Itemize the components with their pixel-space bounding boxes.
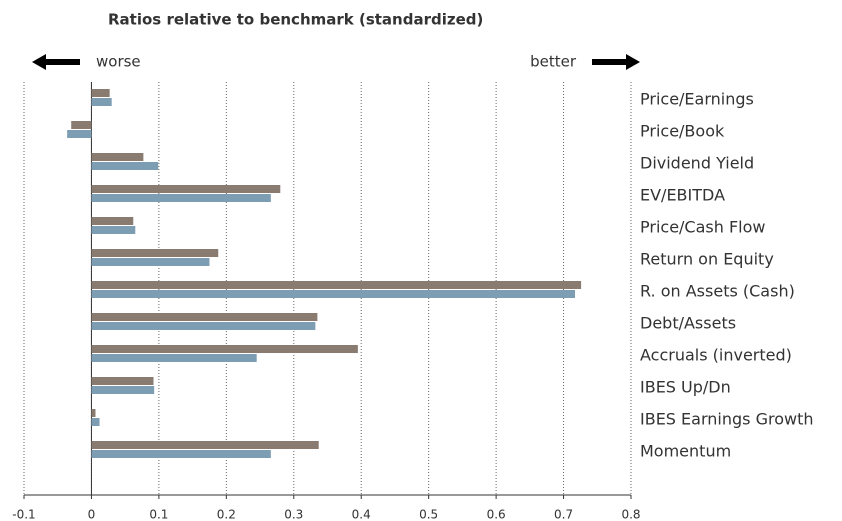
bar <box>91 409 96 417</box>
category-label: Debt/Assets <box>640 314 736 333</box>
bar <box>91 322 316 330</box>
bar <box>91 281 582 289</box>
bar <box>91 194 271 202</box>
x-tick-label: 0.4 <box>352 508 371 521</box>
bar <box>67 130 92 138</box>
arrow-left <box>32 54 80 70</box>
bar <box>71 121 92 129</box>
x-tick-label: 0.6 <box>487 508 506 521</box>
category-label: Price/Cash Flow <box>640 218 765 237</box>
category-label: Price/Book <box>640 122 725 141</box>
bar <box>91 217 134 225</box>
bar <box>91 98 112 106</box>
category-label: EV/EBITDA <box>640 186 725 205</box>
category-label: Return on Equity <box>640 250 774 269</box>
category-label: IBES Up/Dn <box>640 378 731 397</box>
bar <box>91 441 319 449</box>
annotation-better: better <box>530 53 577 71</box>
bar <box>91 89 110 97</box>
x-tick-label: 0.5 <box>419 508 438 521</box>
x-tick-label: 0.1 <box>149 508 168 521</box>
x-tick-label: 0.2 <box>217 508 236 521</box>
bar <box>91 290 576 298</box>
bar <box>91 162 159 170</box>
arrow-right <box>592 54 640 70</box>
x-tick-label: 0.7 <box>554 508 573 521</box>
bar <box>91 258 210 266</box>
category-label: Momentum <box>640 442 731 461</box>
x-tick-label: 0.8 <box>621 508 640 521</box>
chart-title: Ratios relative to benchmark (standardiz… <box>108 11 483 29</box>
category-label: Price/Earnings <box>640 90 754 109</box>
bar <box>91 153 144 161</box>
bar <box>91 386 155 394</box>
bar <box>91 354 257 362</box>
x-tick-label: 0 <box>88 508 96 521</box>
bar <box>91 226 136 234</box>
x-tick-label: -0.1 <box>12 508 35 521</box>
category-label: Dividend Yield <box>640 154 754 173</box>
annotation-worse: worse <box>96 53 141 71</box>
bar <box>91 185 281 193</box>
category-label: Accruals (inverted) <box>640 346 792 365</box>
bar <box>91 418 100 426</box>
bar <box>91 450 271 458</box>
category-label: R. on Assets (Cash) <box>640 282 795 301</box>
bar <box>91 377 154 385</box>
bar <box>91 313 318 321</box>
category-label: IBES Earnings Growth <box>640 410 813 429</box>
x-tick-label: 0.3 <box>284 508 303 521</box>
bar <box>91 345 358 353</box>
bar <box>91 249 219 257</box>
